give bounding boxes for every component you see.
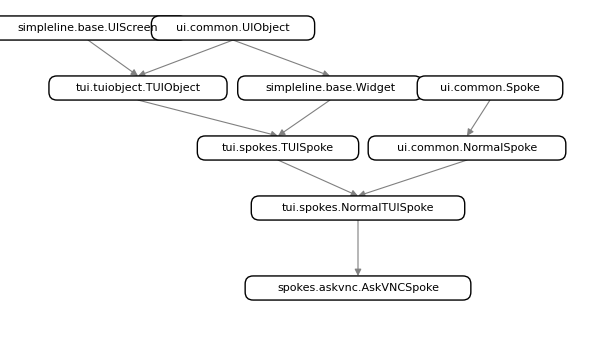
Text: ui.common.UIObject: ui.common.UIObject <box>176 23 290 33</box>
FancyBboxPatch shape <box>49 76 227 100</box>
FancyBboxPatch shape <box>0 16 187 40</box>
FancyBboxPatch shape <box>368 136 566 160</box>
FancyBboxPatch shape <box>151 16 315 40</box>
Text: spokes.askvnc.AskVNCSpoke: spokes.askvnc.AskVNCSpoke <box>277 283 439 293</box>
FancyBboxPatch shape <box>245 276 471 300</box>
Text: ui.common.NormalSpoke: ui.common.NormalSpoke <box>397 143 537 153</box>
Text: simpleline.base.Widget: simpleline.base.Widget <box>265 83 395 93</box>
FancyBboxPatch shape <box>197 136 359 160</box>
Text: tui.spokes.NormalTUISpoke: tui.spokes.NormalTUISpoke <box>282 203 435 213</box>
FancyBboxPatch shape <box>417 76 563 100</box>
Text: simpleline.base.UIScreen: simpleline.base.UIScreen <box>17 23 158 33</box>
Text: tui.spokes.TUISpoke: tui.spokes.TUISpoke <box>222 143 334 153</box>
FancyBboxPatch shape <box>251 196 465 220</box>
Text: tui.tuiobject.TUIObject: tui.tuiobject.TUIObject <box>76 83 201 93</box>
FancyBboxPatch shape <box>238 76 423 100</box>
Text: ui.common.Spoke: ui.common.Spoke <box>440 83 540 93</box>
